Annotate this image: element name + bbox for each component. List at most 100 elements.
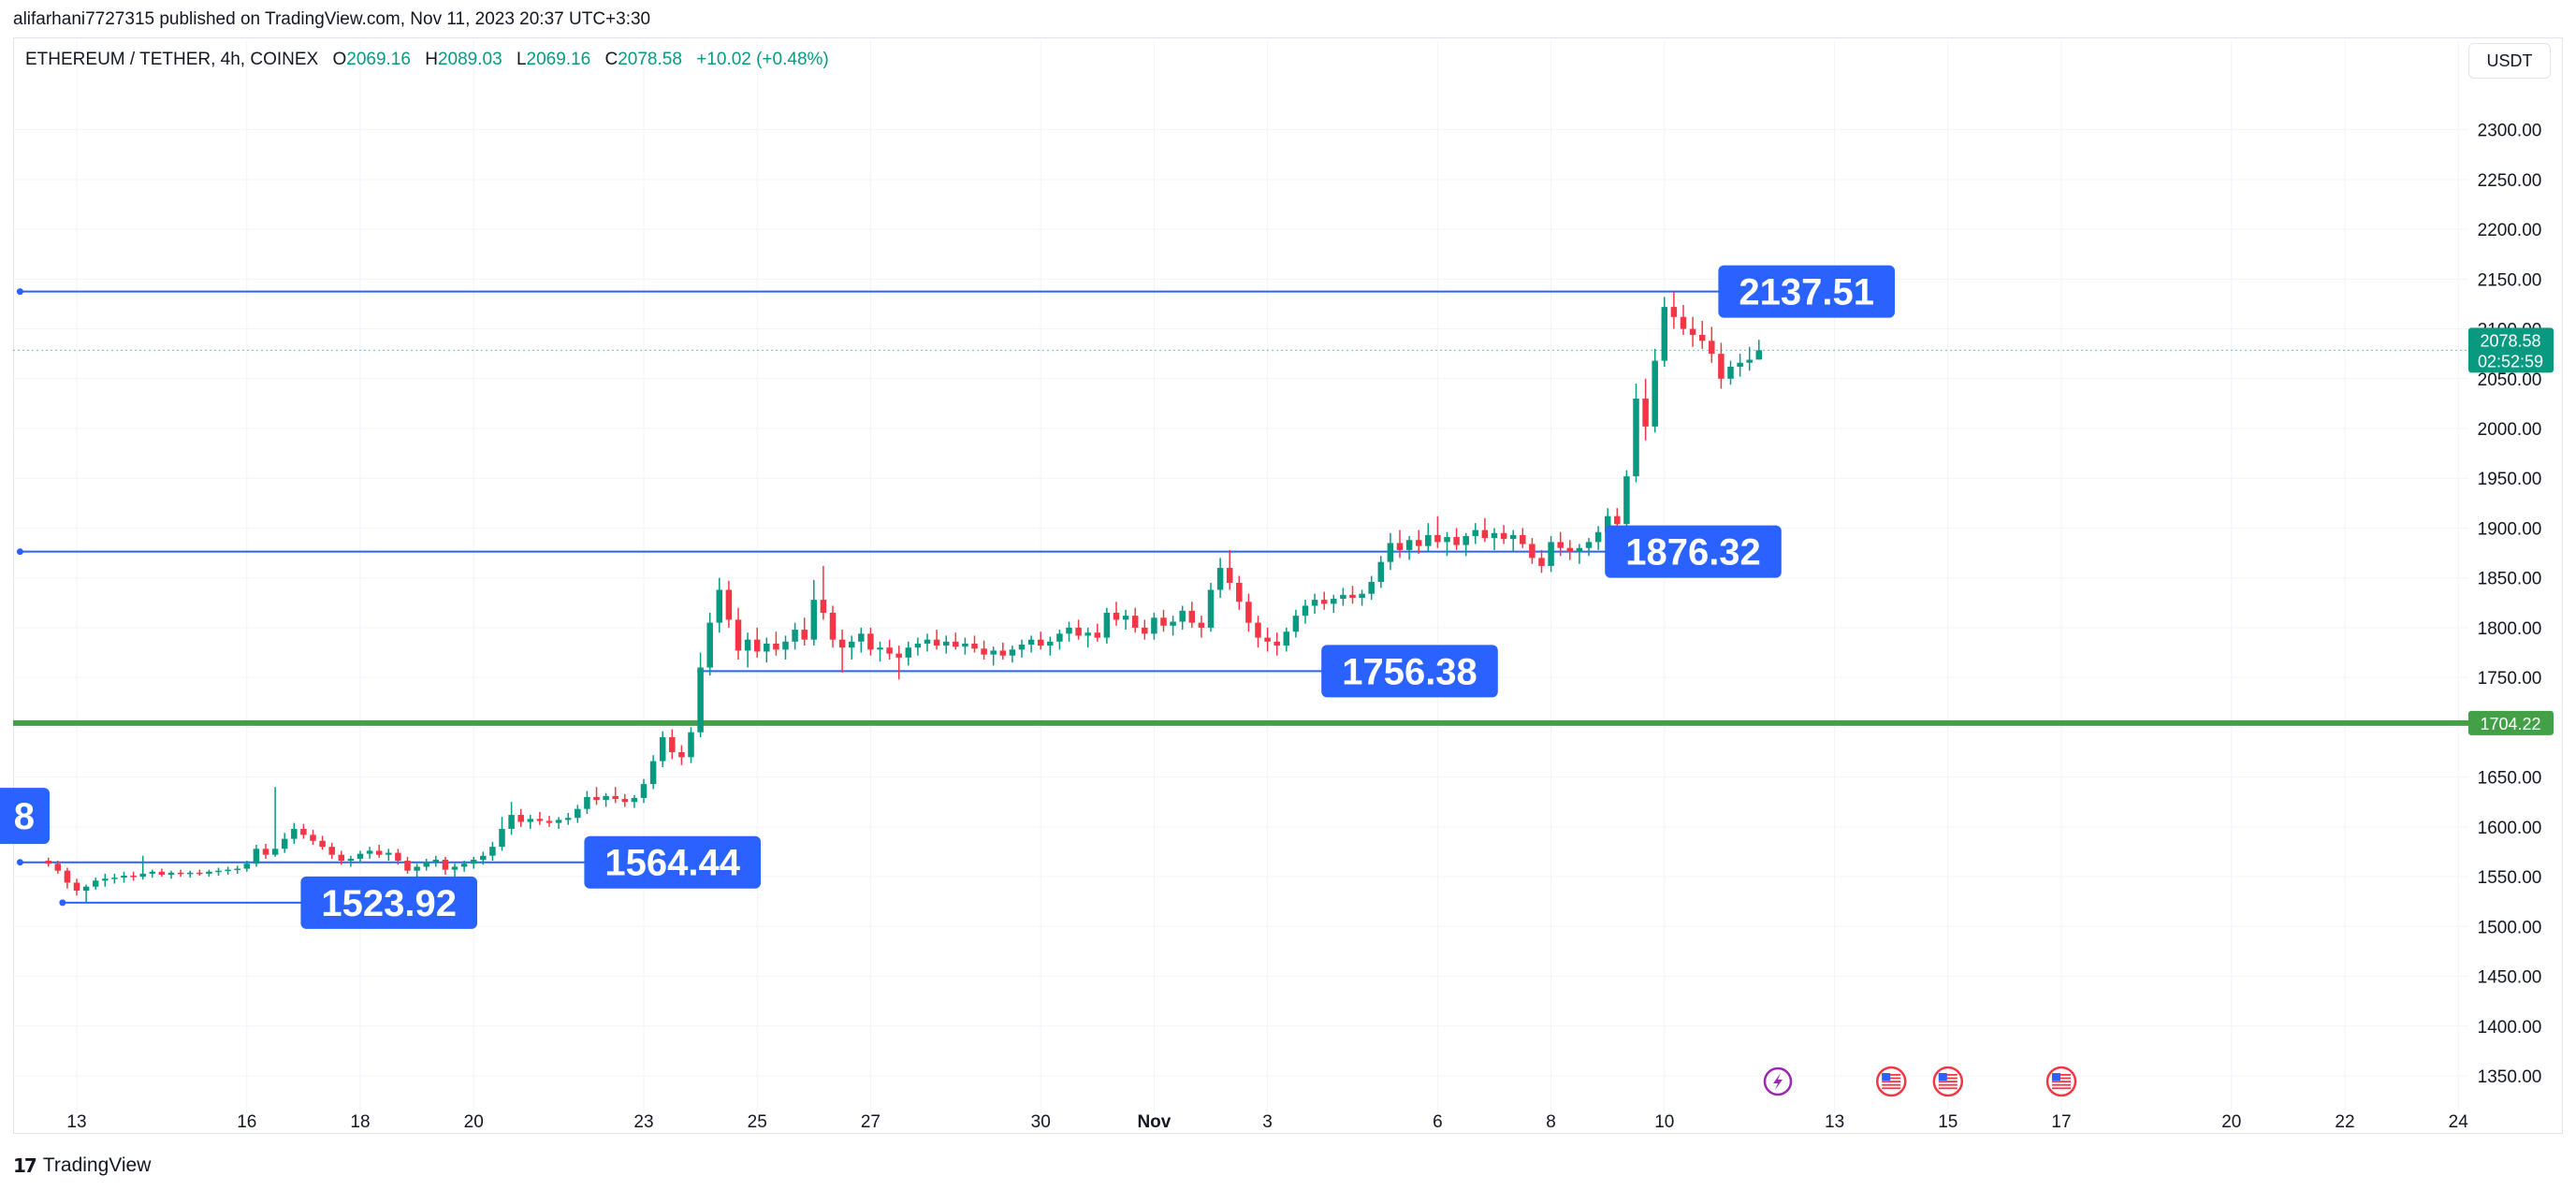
x-tick-label: 23 xyxy=(633,1112,653,1132)
candle-up xyxy=(92,880,99,887)
candle-down xyxy=(310,834,316,841)
flag-stripe xyxy=(1938,1087,1957,1090)
candle-up xyxy=(1170,621,1176,626)
candle-up xyxy=(1509,534,1517,540)
candle-up xyxy=(432,859,440,863)
x-tick-label: 22 xyxy=(2335,1112,2354,1132)
candle-up xyxy=(1009,649,1016,656)
level-price-label: 1523.92 xyxy=(321,883,457,924)
candle-up xyxy=(1103,612,1111,638)
flag-stripe xyxy=(2052,1077,2071,1080)
chart-frame xyxy=(13,37,2563,1134)
candle-up xyxy=(357,853,364,859)
candle-up xyxy=(990,650,997,655)
candle-up xyxy=(782,641,789,650)
y-tick-label: 1600.00 xyxy=(2478,819,2542,838)
candle-down xyxy=(1245,602,1252,623)
level-price-label: 1876.32 xyxy=(1625,532,1761,573)
candle-down xyxy=(262,849,269,855)
candle-up xyxy=(555,820,562,823)
candle-down xyxy=(158,871,166,875)
candle-up xyxy=(1027,639,1035,646)
candle-up xyxy=(1302,605,1309,617)
candle-down xyxy=(669,737,676,753)
x-tick-label: 13 xyxy=(66,1112,86,1132)
candle-down xyxy=(773,643,779,650)
level-price-label-box xyxy=(584,835,761,889)
candle-up xyxy=(905,647,912,658)
x-tick-label: 27 xyxy=(861,1112,880,1132)
change-value: +10.02 (+0.48%) xyxy=(696,50,829,69)
candle-down xyxy=(933,639,940,646)
candle-down xyxy=(45,861,51,864)
candle-down xyxy=(1566,547,1574,553)
candle-up xyxy=(1377,561,1385,582)
last-price-tag xyxy=(2468,327,2554,373)
x-tick-label: 20 xyxy=(464,1112,484,1132)
candle-up xyxy=(584,796,590,809)
candle-down xyxy=(1142,627,1148,634)
candle-up xyxy=(1368,581,1375,594)
high-value: 2089.03 xyxy=(437,50,502,69)
flag-stripe xyxy=(1882,1077,1901,1080)
last-price-value: 2078.58 xyxy=(2480,331,2540,350)
bar-countdown: 02:52:59 xyxy=(2478,352,2543,370)
x-tick-label: 10 xyxy=(1654,1112,1674,1132)
flag-canton xyxy=(2052,1073,2060,1081)
candle-up xyxy=(877,647,883,650)
candle-up xyxy=(1548,542,1554,566)
level-price-label-box xyxy=(1605,525,1782,578)
candle-down xyxy=(1689,328,1696,335)
x-tick-label: Nov xyxy=(1137,1112,1171,1132)
candle-up xyxy=(1340,594,1346,600)
candle-down xyxy=(1396,543,1404,550)
support-price-tag xyxy=(2468,710,2554,735)
candle-up xyxy=(1727,367,1734,379)
candle-up xyxy=(1122,616,1129,620)
candle-down xyxy=(1160,617,1167,626)
x-tick-label: 8 xyxy=(1546,1112,1556,1132)
candle-up xyxy=(1084,632,1091,636)
candle-up xyxy=(499,828,505,848)
tradingview-brand[interactable]: 17 TradingView xyxy=(13,1154,151,1178)
level-price-label: 2137.51 xyxy=(1739,272,1874,313)
symbol-name[interactable]: ETHEREUM / TETHER, 4h, COINEX xyxy=(25,50,319,69)
open-value: 2069.16 xyxy=(346,50,411,69)
candle-up xyxy=(792,630,798,642)
candle-down xyxy=(1255,622,1261,638)
x-tick-label: 6 xyxy=(1433,1112,1443,1132)
x-tick-label: 15 xyxy=(1938,1112,1957,1132)
candle-up xyxy=(1066,627,1072,634)
candle-down xyxy=(895,653,902,658)
candle-down xyxy=(678,752,685,758)
candle-down xyxy=(338,854,345,862)
candle-up xyxy=(102,878,109,881)
candle-down xyxy=(1642,399,1649,427)
y-tick-label: 1500.00 xyxy=(2478,918,2542,937)
candle-up xyxy=(215,870,222,873)
candle-up xyxy=(1585,542,1593,548)
candle-down xyxy=(999,650,1007,656)
candle-up xyxy=(480,855,487,860)
candle-down xyxy=(867,633,874,650)
y-tick-label: 1400.00 xyxy=(2478,1018,2542,1038)
candle-up xyxy=(1283,631,1290,646)
candle-up xyxy=(1151,617,1157,634)
y-tick-label: 1900.00 xyxy=(2478,519,2542,539)
candle-up xyxy=(451,866,458,870)
candle-up xyxy=(1633,399,1639,477)
flag-stripe xyxy=(2052,1087,2071,1090)
candle-up xyxy=(206,871,212,874)
candle-up xyxy=(688,732,694,758)
flag-stripe xyxy=(1938,1074,1957,1076)
y-tick-label: 1550.00 xyxy=(2478,868,2542,888)
candle-down xyxy=(130,876,137,878)
candle-up xyxy=(1047,641,1054,646)
candle-up xyxy=(1331,599,1337,604)
chart-grid xyxy=(13,41,2468,1113)
candle-up xyxy=(659,737,666,762)
currency-button[interactable]: USDT xyxy=(2468,43,2551,79)
candle-up xyxy=(1056,633,1063,642)
candle-up xyxy=(1652,360,1658,427)
